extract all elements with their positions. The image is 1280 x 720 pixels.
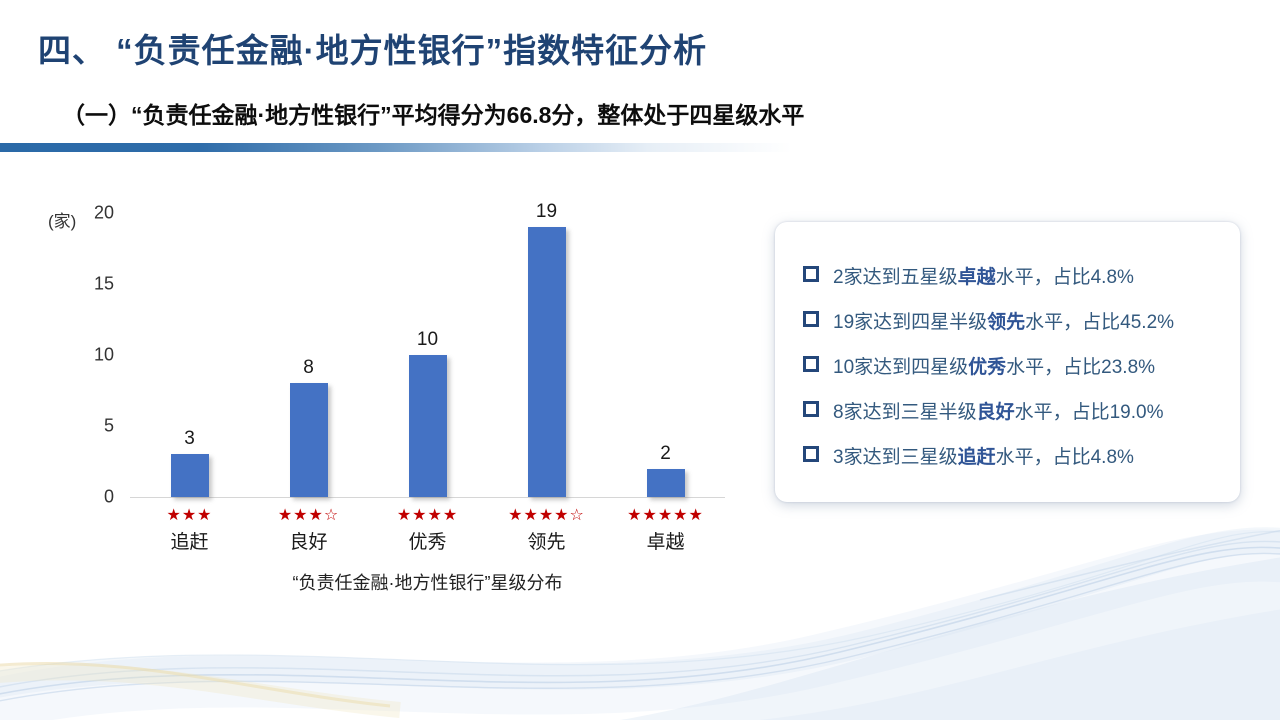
bar-chart: (家) 0 5 10 15 20 3 8 10 19 2 ★★★ 追赶 ★★★☆ 良好 ★★★★ 优秀 ★★… — [40, 195, 740, 615]
bar-slot: 2 — [606, 443, 725, 497]
bar — [408, 355, 447, 497]
summary-item-text: 8家达到三星半级良好水平，占比19.0% — [833, 402, 1164, 423]
summary-item: 8家达到三星半级良好水平，占比19.0% — [803, 397, 1226, 442]
x-label-slot: ★★★★★ 卓越 — [606, 507, 725, 554]
bar — [527, 227, 566, 497]
square-bullet-icon — [803, 356, 819, 372]
x-label-slot: ★★★ 追赶 — [130, 507, 249, 554]
bar-value-label: 2 — [660, 442, 671, 464]
category-label: 卓越 — [646, 532, 685, 554]
bar-value-label: 3 — [184, 428, 195, 450]
square-bullet-icon — [803, 311, 819, 327]
summary-item: 10家达到四星级优秀水平，占比23.8% — [803, 352, 1226, 397]
bar — [170, 454, 209, 497]
y-axis-unit-label: (家) — [48, 212, 77, 231]
summary-item-text: 2家达到五星级卓越水平，占比4.8% — [833, 267, 1134, 288]
summary-panel: 2家达到五星级卓越水平，占比4.8% 19家达到四星半级领先水平，占比45.2% 1… — [775, 222, 1240, 502]
summary-item-text: 19家达到四星半级领先水平，占比45.2% — [833, 312, 1175, 333]
bar-slot: 19 — [487, 201, 606, 497]
summary-item: 2家达到五星级卓越水平，占比4.8% — [803, 262, 1226, 307]
bar-slot: 3 — [130, 428, 249, 497]
bar — [289, 383, 328, 497]
bar-value-label: 19 — [535, 201, 558, 223]
gradient-divider — [0, 143, 900, 152]
y-tick-label: 15 — [93, 273, 114, 294]
x-label-slot: ★★★☆ 良好 — [249, 507, 368, 554]
square-bullet-icon — [803, 266, 819, 282]
y-axis-ticks: 0 5 10 15 20 — [94, 203, 725, 507]
square-bullet-icon — [803, 401, 819, 417]
x-axis-labels: ★★★ 追赶 ★★★☆ 良好 ★★★★ 优秀 ★★★★☆ 领先 ★★★★★ 卓越 — [130, 507, 725, 554]
category-label: 追赶 — [170, 532, 209, 554]
x-label-slot: ★★★★ 优秀 — [368, 507, 487, 554]
y-tick-label: 5 — [103, 415, 114, 436]
square-bullet-icon — [803, 446, 819, 462]
bar — [646, 468, 685, 497]
category-label: 良好 — [289, 532, 328, 554]
star-rating: ★★★★★ — [627, 507, 704, 524]
chart-caption: “负责任金融·地方性银行”星级分布 — [292, 573, 563, 593]
slide-subtitle: （一）“负责任金融·地方性银行”平均得分为66.8分，整体处于四星级水平 — [62, 102, 805, 128]
star-rating: ★★★★☆ — [508, 507, 585, 524]
summary-list: 2家达到五星级卓越水平，占比4.8% 19家达到四星半级领先水平，占比45.2% 1… — [775, 222, 1240, 487]
page-title: 四、 “负责任金融·地方性银行”指数特征分析 — [38, 32, 708, 69]
x-label-slot: ★★★★☆ 领先 — [487, 507, 606, 554]
category-label: 优秀 — [408, 532, 447, 554]
bar-value-label: 8 — [303, 357, 314, 379]
star-rating: ★★★☆ — [277, 507, 340, 524]
star-rating: ★★★ — [166, 507, 213, 524]
y-tick-label: 0 — [103, 486, 114, 507]
star-rating: ★★★★ — [396, 507, 459, 524]
plot-area: 0 5 10 15 20 3 8 10 19 2 — [94, 201, 725, 507]
summary-item: 19家达到四星半级领先水平，占比45.2% — [803, 307, 1226, 352]
bar-value-label: 10 — [416, 329, 439, 350]
summary-item-text: 10家达到四星级优秀水平，占比23.8% — [833, 357, 1156, 378]
summary-item-text: 3家达到三星级追赶水平，占比4.8% — [833, 447, 1134, 468]
y-tick-label: 20 — [93, 202, 114, 223]
y-tick-label: 10 — [93, 344, 114, 365]
category-label: 领先 — [527, 532, 566, 554]
bar-slot: 10 — [368, 329, 487, 497]
summary-item: 3家达到三星级追赶水平，占比4.8% — [803, 442, 1226, 487]
bar-slot: 8 — [249, 357, 368, 497]
bars-container: 3 8 10 19 2 — [130, 201, 725, 497]
